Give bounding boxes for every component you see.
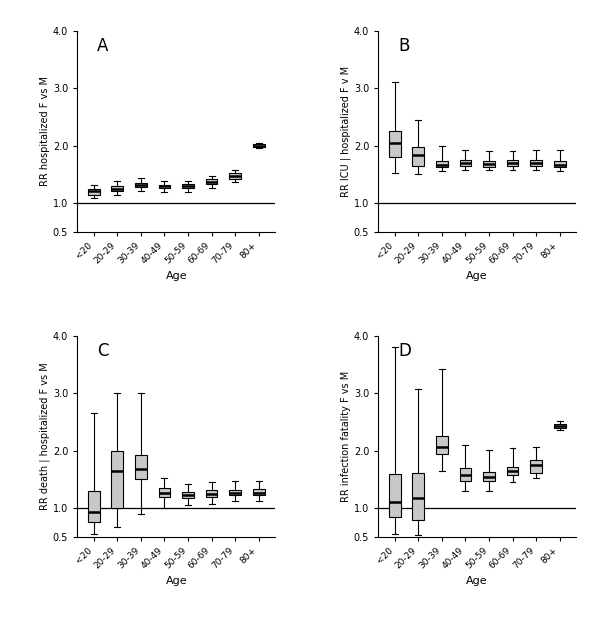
Y-axis label: RR ICU | hospitalized F v M: RR ICU | hospitalized F v M [340,65,351,197]
Y-axis label: RR hospitalized F vs M: RR hospitalized F vs M [40,77,50,186]
PathPatch shape [253,144,264,147]
PathPatch shape [412,147,424,165]
Text: A: A [97,37,108,55]
PathPatch shape [483,472,495,481]
Y-axis label: RR death | hospitalized F vs M: RR death | hospitalized F vs M [40,363,50,510]
X-axis label: Age: Age [165,271,187,281]
PathPatch shape [389,474,400,516]
PathPatch shape [159,184,170,188]
PathPatch shape [530,460,542,473]
PathPatch shape [182,492,194,499]
PathPatch shape [483,161,495,167]
PathPatch shape [507,160,519,166]
Text: D: D [398,342,411,360]
X-axis label: Age: Age [165,576,187,586]
PathPatch shape [436,436,448,453]
Text: C: C [97,342,109,360]
PathPatch shape [112,451,123,508]
Text: B: B [398,37,409,55]
PathPatch shape [554,424,565,428]
PathPatch shape [112,186,123,191]
PathPatch shape [159,488,170,497]
X-axis label: Age: Age [466,271,488,281]
X-axis label: Age: Age [466,576,488,586]
PathPatch shape [530,160,542,165]
PathPatch shape [135,183,147,188]
PathPatch shape [206,490,217,497]
Y-axis label: RR infection fatality F vs M: RR infection fatality F vs M [341,371,351,502]
PathPatch shape [229,173,241,179]
PathPatch shape [135,455,147,479]
PathPatch shape [88,189,100,195]
PathPatch shape [412,473,424,520]
PathPatch shape [389,131,400,157]
PathPatch shape [554,161,565,167]
PathPatch shape [507,467,519,475]
PathPatch shape [460,468,471,481]
PathPatch shape [229,490,241,495]
PathPatch shape [253,489,264,495]
PathPatch shape [460,160,471,165]
PathPatch shape [206,180,217,184]
PathPatch shape [182,184,194,188]
PathPatch shape [436,161,448,167]
PathPatch shape [88,491,100,523]
